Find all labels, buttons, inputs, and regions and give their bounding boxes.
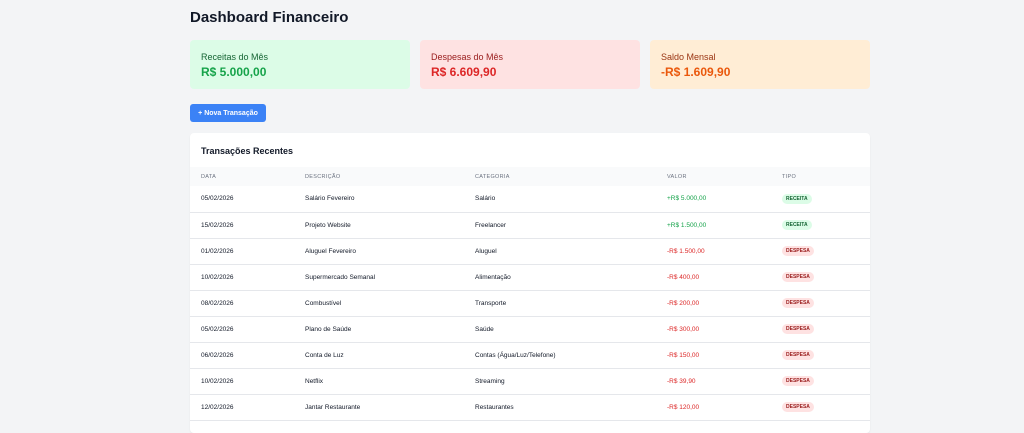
- new-transaction-button[interactable]: + Nova Transação: [190, 104, 266, 122]
- cell-date: 15/02/2026: [201, 221, 234, 229]
- table-row[interactable]: 01/02/2026 Aluguel Fevereiro Aluguel -R$…: [190, 238, 870, 264]
- cell-category: Restaurantes: [475, 403, 514, 411]
- table-header-row: Data Descrição Categoria Valor Tipo: [190, 167, 870, 186]
- type-badge: Receita: [782, 193, 812, 204]
- column-header-date: Data: [201, 173, 217, 180]
- page-title: Dashboard Financeiro: [190, 9, 349, 26]
- table-row[interactable]: 08/02/2026 Combustível Transporte -R$ 20…: [190, 290, 870, 316]
- cell-date: 01/02/2026: [201, 247, 234, 255]
- type-badge: Despesa: [782, 324, 814, 334]
- income-card-label: Receitas do Mês: [201, 52, 269, 62]
- cell-description: Supermercado Semanal: [305, 273, 376, 281]
- cell-category: Saúde: [475, 325, 494, 333]
- table-row[interactable]: 06/02/2026 Conta de Luz Contas (Água/Luz…: [190, 342, 870, 368]
- summary-cards: Receitas do Mês R$ 5.000,00 Despesas do …: [190, 40, 870, 89]
- type-badge: Despesa: [782, 376, 814, 386]
- expense-card-value: R$ 6.609,90: [431, 65, 497, 79]
- cell-description: Jantar Restaurante: [305, 403, 361, 411]
- cell-category: Salário: [475, 195, 496, 203]
- recent-transactions-panel: Transações Recentes Data Descrição Categ…: [190, 133, 870, 433]
- cell-date: 12/02/2026: [201, 403, 234, 411]
- cell-category: Transporte: [475, 299, 507, 307]
- cell-value: -R$ 120,00: [667, 403, 700, 411]
- cell-value: +R$ 1.500,00: [667, 221, 707, 229]
- cell-description: Salário Fevereiro: [305, 195, 355, 203]
- type-badge: Despesa: [782, 402, 814, 412]
- table-row[interactable]: 12/02/2026 Jantar Restaurante Restaurant…: [190, 394, 870, 420]
- income-card: Receitas do Mês R$ 5.000,00: [190, 40, 410, 89]
- column-header-value: Valor: [667, 173, 687, 180]
- type-badge: Despesa: [782, 350, 814, 360]
- cell-date: 05/02/2026: [201, 195, 234, 203]
- cell-value: -R$ 200,00: [667, 299, 700, 307]
- cell-category: Aluguel: [475, 247, 497, 255]
- cell-value: -R$ 400,00: [667, 273, 700, 281]
- cell-date: 05/02/2026: [201, 325, 234, 333]
- table-row[interactable]: 10/02/2026 Netflix Streaming -R$ 39,90 D…: [190, 368, 870, 394]
- cell-date: 10/02/2026: [201, 377, 234, 385]
- balance-card-value: -R$ 1.609,90: [661, 65, 731, 79]
- balance-card-label: Saldo Mensal: [661, 52, 716, 62]
- recent-transactions-title: Transações Recentes: [201, 146, 294, 156]
- type-badge: Receita: [782, 220, 812, 230]
- cell-value: +R$ 5.000,00: [667, 195, 707, 203]
- column-header-type: Tipo: [782, 173, 797, 180]
- income-card-value: R$ 5.000,00: [201, 65, 267, 79]
- cell-value: -R$ 150,00: [667, 351, 700, 359]
- cell-value: -R$ 39,90: [667, 377, 696, 385]
- cell-date: 10/02/2026: [201, 273, 234, 281]
- cell-date: 06/02/2026: [201, 351, 234, 359]
- table-row[interactable]: 10/02/2026 Supermercado Semanal Alimenta…: [190, 264, 870, 290]
- cell-category: Streaming: [475, 377, 505, 385]
- expense-card: Despesas do Mês R$ 6.609,90: [420, 40, 640, 89]
- type-badge: Despesa: [782, 298, 814, 308]
- table-row[interactable]: 15/02/2026 Projeto Website Freelancer +R…: [190, 212, 870, 238]
- table-row[interactable]: 05/02/2026 Salário Fevereiro Salário +R$…: [190, 186, 870, 212]
- cell-category: Alimentação: [475, 273, 511, 281]
- cell-value: -R$ 300,00: [667, 325, 700, 333]
- cell-date: 08/02/2026: [201, 299, 234, 307]
- transactions-table: Data Descrição Categoria Valor Tipo 05/0…: [190, 167, 870, 421]
- cell-value: -R$ 1.500,00: [667, 247, 705, 255]
- cell-description: Aluguel Fevereiro: [305, 247, 356, 255]
- expense-card-label: Despesas do Mês: [431, 52, 504, 62]
- cell-description: Combustível: [305, 299, 342, 307]
- column-header-category: Categoria: [475, 173, 510, 180]
- cell-description: Projeto Website: [305, 221, 351, 229]
- type-badge: Despesa: [782, 246, 814, 256]
- plus-icon: +: [198, 109, 203, 117]
- balance-card: Saldo Mensal -R$ 1.609,90: [650, 40, 870, 89]
- column-header-description: Descrição: [305, 173, 341, 180]
- cell-category: Contas (Água/Luz/Telefone): [475, 351, 556, 359]
- cell-description: Netflix: [305, 377, 324, 385]
- cell-description: Conta de Luz: [305, 351, 344, 359]
- cell-description: Plano de Saúde: [305, 325, 352, 333]
- cell-category: Freelancer: [475, 221, 507, 229]
- new-transaction-label: Nova Transação: [204, 109, 258, 117]
- table-row[interactable]: 05/02/2026 Plano de Saúde Saúde -R$ 300,…: [190, 316, 870, 342]
- type-badge: Despesa: [782, 272, 814, 282]
